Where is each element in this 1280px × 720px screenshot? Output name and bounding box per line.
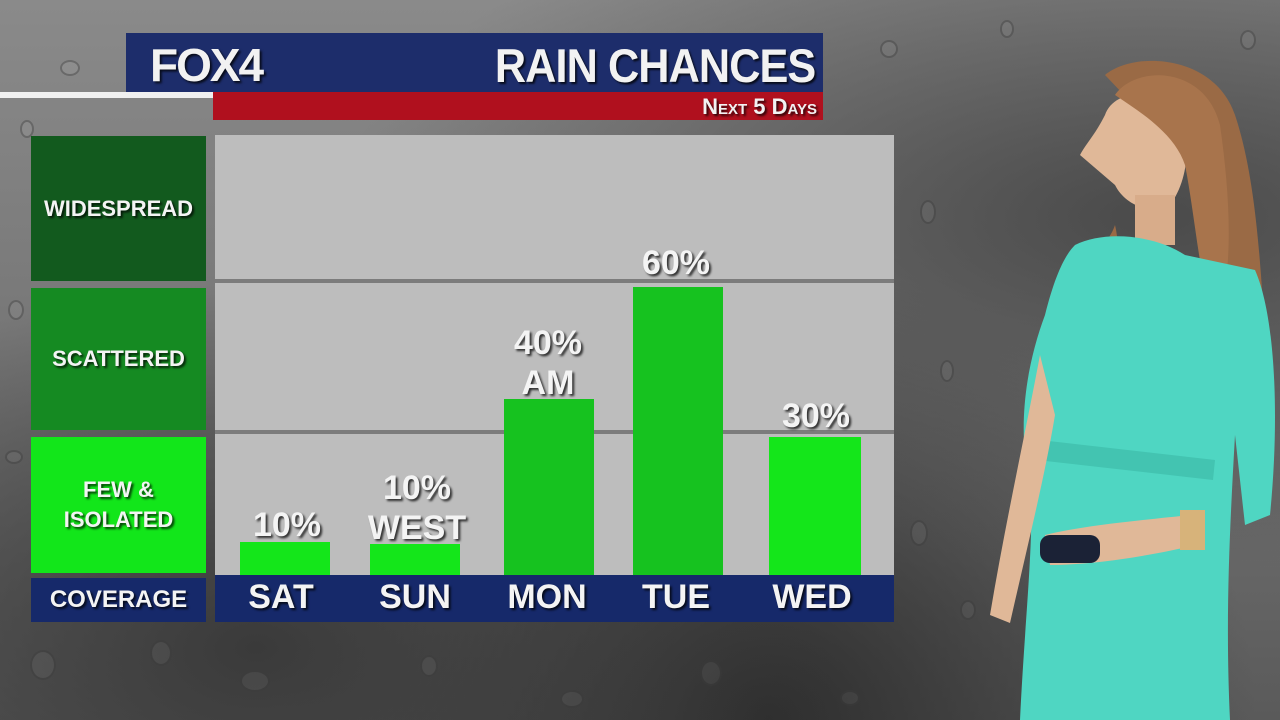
legend-scattered: SCATTERED: [31, 288, 206, 430]
legend-coverage-footer: COVERAGE: [31, 578, 206, 622]
legend-label-line1: FEW &: [83, 477, 154, 502]
day-label-sun: SUN: [379, 578, 451, 616]
day-label-tue: TUE: [642, 578, 710, 616]
value-label-mon: 40% AM: [513, 324, 583, 402]
value-label-wed: 30%: [781, 397, 851, 435]
bar-sat: [240, 542, 330, 575]
header-banner: [126, 33, 823, 92]
value-label-sat: 10%: [252, 506, 322, 544]
legend-widespread: WIDESPREAD: [31, 136, 206, 281]
bar-tue: [633, 287, 723, 575]
value-label-sun: 10% WEST: [367, 469, 467, 547]
page-title: RAIN CHANCES: [494, 39, 816, 92]
day-label-wed: WED: [772, 578, 852, 616]
presenter-figure: [990, 60, 1275, 720]
legend-few-isolated: FEW & ISOLATED: [31, 437, 206, 573]
day-label-mon: MON: [507, 578, 587, 616]
coverage-label: COVERAGE: [49, 586, 188, 613]
subtitle-banner: [213, 92, 823, 120]
value-label-tue: 60%: [641, 244, 711, 282]
legend-label-line2: ISOLATED: [63, 507, 174, 532]
legend-label: SCATTERED: [52, 346, 185, 371]
fox4-logo: FOX4: [150, 39, 264, 91]
bar-mon: [504, 399, 594, 575]
gridline-widespread: [215, 279, 894, 283]
day-label-sat: SAT: [248, 578, 314, 616]
bar-wed: [769, 437, 861, 575]
bar-sun: [370, 544, 460, 575]
page-subtitle: Next 5 Days: [702, 94, 817, 119]
header-divider-line: [0, 92, 213, 98]
day-axis-bar: [215, 575, 894, 622]
legend-label: WIDESPREAD: [43, 195, 194, 221]
